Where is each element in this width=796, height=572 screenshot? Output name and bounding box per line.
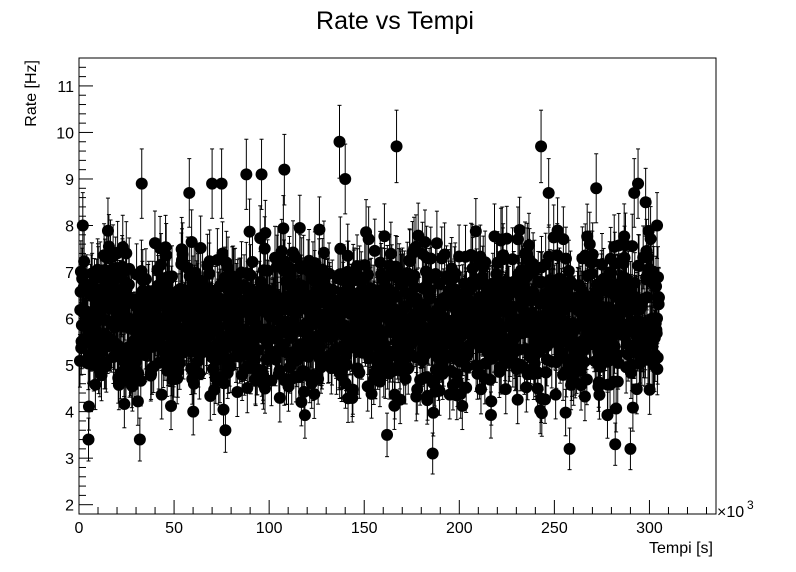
data-point	[295, 395, 308, 408]
data-point	[101, 224, 114, 237]
data-point	[384, 247, 397, 260]
data-point	[353, 366, 366, 379]
data-point	[362, 268, 375, 281]
data-point	[246, 255, 259, 268]
data-point	[378, 230, 391, 243]
data-point	[118, 398, 131, 411]
data-point	[308, 388, 321, 401]
data-point	[194, 241, 207, 254]
data-point	[394, 393, 407, 406]
data-point	[317, 246, 330, 259]
data-point	[155, 258, 168, 271]
data-point	[82, 400, 95, 413]
data-points	[73, 104, 665, 475]
data-point	[293, 222, 306, 235]
data-point	[258, 242, 271, 255]
data-point	[362, 233, 375, 246]
data-point	[187, 405, 200, 418]
data-point	[277, 222, 290, 235]
data-point	[176, 248, 189, 261]
data-point	[243, 225, 256, 238]
data-point	[313, 223, 326, 236]
data-point	[100, 360, 113, 373]
data-point	[165, 270, 178, 283]
data-point	[224, 360, 237, 373]
data-point	[273, 391, 286, 404]
data-point	[259, 226, 272, 239]
data-point	[332, 310, 345, 323]
data-point	[155, 388, 168, 401]
data-point	[373, 375, 386, 388]
chart-title: Rate vs Tempi	[316, 7, 474, 35]
data-point	[139, 273, 152, 286]
data-point	[160, 249, 173, 262]
data-point	[261, 264, 274, 277]
data-point	[346, 383, 359, 396]
data-point	[341, 249, 354, 262]
data-point	[368, 244, 381, 257]
data-point	[231, 386, 244, 399]
data-point	[134, 374, 147, 387]
data-point	[165, 399, 178, 412]
data-point	[217, 403, 230, 416]
data-point	[120, 247, 133, 260]
data-point	[298, 409, 311, 422]
data-point	[365, 387, 378, 400]
data-point	[193, 367, 206, 380]
